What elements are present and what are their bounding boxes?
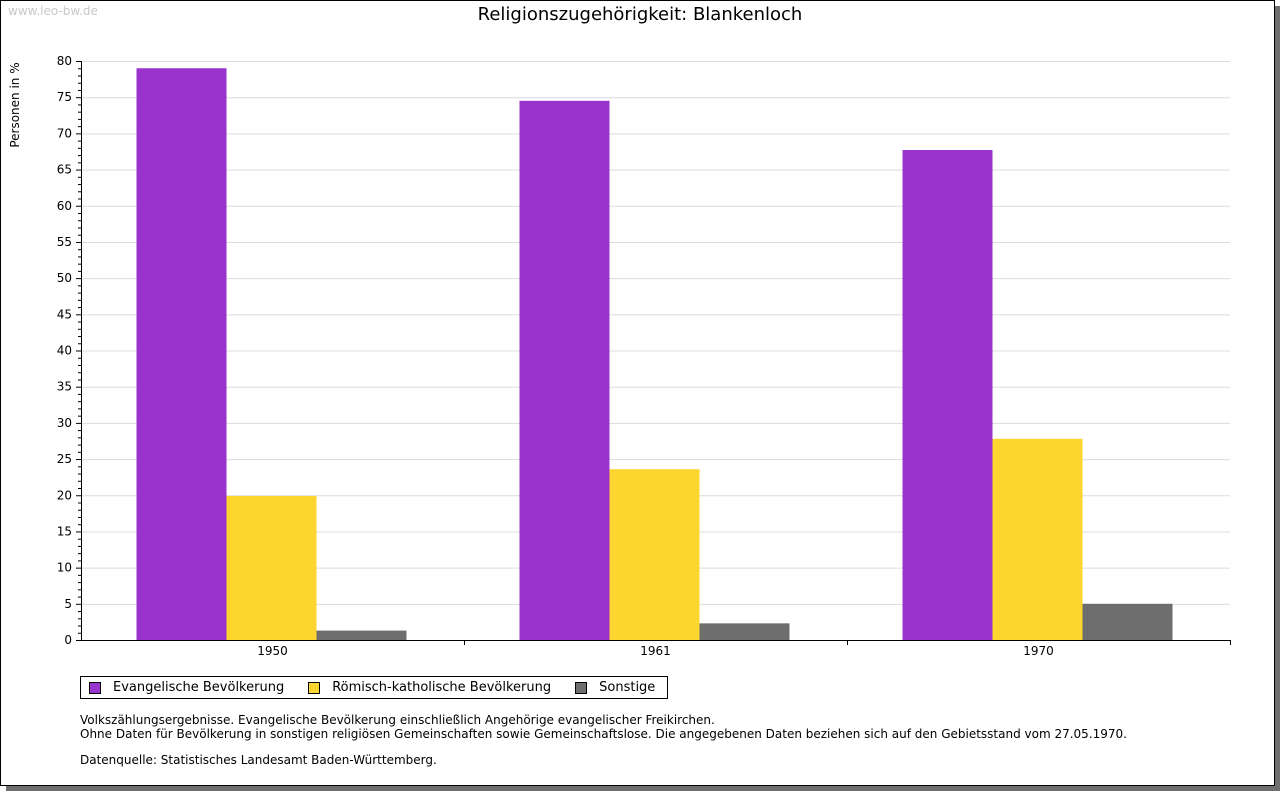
bar-1961-1 — [609, 469, 700, 640]
legend-item-evangelisch: Evangelische Bevölkerung — [89, 680, 284, 695]
legend-label: Evangelische Bevölkerung — [113, 680, 285, 695]
y-tick-label: 40 — [57, 344, 72, 358]
watermark: www.leo-bw.de — [8, 4, 98, 18]
y-tick-label: 20 — [57, 488, 72, 502]
x-tick-label: 1950 — [257, 644, 288, 658]
bar-1970-1 — [992, 438, 1083, 640]
bar-1950-0 — [136, 68, 227, 641]
x-tick-label: 1961 — [640, 644, 671, 658]
data-source: Datenquelle: Statistisches Landesamt Bad… — [80, 753, 437, 767]
y-tick-label: 10 — [57, 561, 72, 575]
y-tick-label: 25 — [57, 452, 72, 466]
legend-label: Römisch-katholische Bevölkerung — [332, 680, 552, 695]
y-tick-label: 35 — [57, 380, 72, 394]
y-tick-label: 50 — [57, 271, 72, 285]
chart-title: Religionszugehörigkeit: Blankenloch — [477, 4, 803, 25]
y-tick-label: 70 — [57, 126, 72, 140]
legend-swatch — [575, 681, 588, 694]
y-tick-label: 65 — [57, 163, 72, 177]
y-tick-label: 60 — [57, 199, 72, 213]
bar-1961-2 — [699, 623, 790, 640]
bar-1970-0 — [902, 150, 993, 641]
y-tick-label: 55 — [57, 235, 72, 249]
legend-item-katholisch: Römisch-katholische Bevölkerung — [308, 680, 551, 695]
legend: Evangelische Bevölkerung Römisch-katholi… — [80, 676, 669, 699]
legend-item-sonstige: Sonstige — [575, 680, 655, 695]
y-tick-label: 5 — [64, 597, 72, 611]
y-tick-label: 30 — [57, 416, 72, 430]
y-tick-label: 15 — [57, 524, 72, 538]
footnotes: Volkszählungsergebnisse. Evangelische Be… — [80, 713, 1127, 741]
y-tick-label: 80 — [57, 54, 72, 68]
bar-1970-2 — [1082, 603, 1173, 640]
y-tick-label: 0 — [64, 633, 72, 647]
y-tick-label: 75 — [57, 90, 72, 104]
bar-1950-1 — [226, 495, 317, 640]
bar-1950-2 — [316, 630, 407, 640]
legend-swatch — [89, 681, 101, 694]
legend-label: Sonstige — [599, 680, 656, 695]
footnote-line: Volkszählungsergebnisse. Evangelische Be… — [80, 713, 715, 727]
footnote-line: Ohne Daten für Bevölkerung in sonstigen … — [80, 727, 1127, 741]
legend-swatch — [308, 681, 321, 694]
y-tick-label: 45 — [57, 307, 72, 321]
bar-1961-0 — [519, 100, 610, 640]
x-tick-label: 1970 — [1023, 644, 1054, 658]
